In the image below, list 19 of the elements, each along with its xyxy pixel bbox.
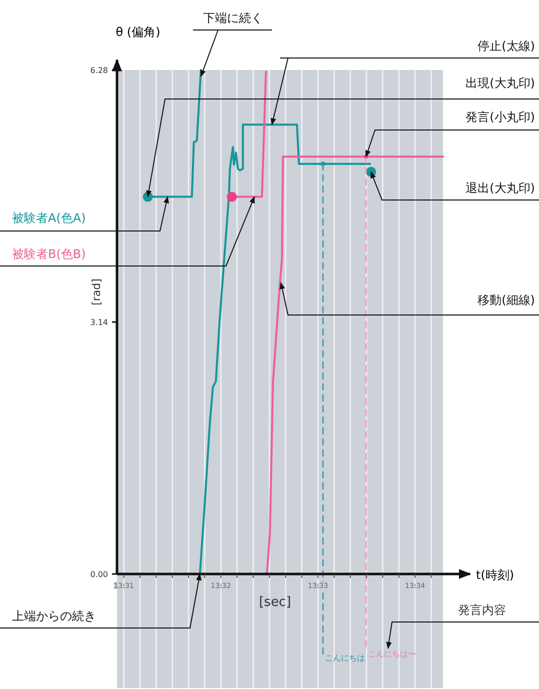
annotation: 退出(大丸印) bbox=[466, 181, 535, 195]
x-axis-title: t(時刻) bbox=[476, 568, 514, 582]
annotation: 発言内容 bbox=[458, 603, 506, 617]
text: 被験者A(色A) bbox=[12, 211, 86, 225]
text: [rad] bbox=[90, 278, 103, 306]
annotation: こんにちは bbox=[324, 653, 365, 662]
annotation: こんにちは〜 bbox=[368, 649, 416, 658]
annotation: 下端に続く bbox=[203, 11, 263, 25]
y-tick-label: 3.14 bbox=[90, 318, 108, 328]
annotation: 上端からの続き bbox=[12, 609, 96, 623]
y-tick-label: 6.28 bbox=[90, 66, 108, 75]
y-tick-label: 0.00 bbox=[90, 570, 108, 580]
text: 被験者B(色B) bbox=[12, 247, 86, 261]
annotation: 出現(大丸印) bbox=[466, 76, 535, 90]
annotation: [sec] bbox=[258, 595, 292, 610]
annotation: 発言(小丸印) bbox=[466, 110, 535, 124]
annotation: 移動(細線) bbox=[478, 293, 535, 307]
annotation: 停止(太線) bbox=[478, 39, 535, 53]
y-axis-title: θ (偏角) bbox=[116, 25, 160, 39]
